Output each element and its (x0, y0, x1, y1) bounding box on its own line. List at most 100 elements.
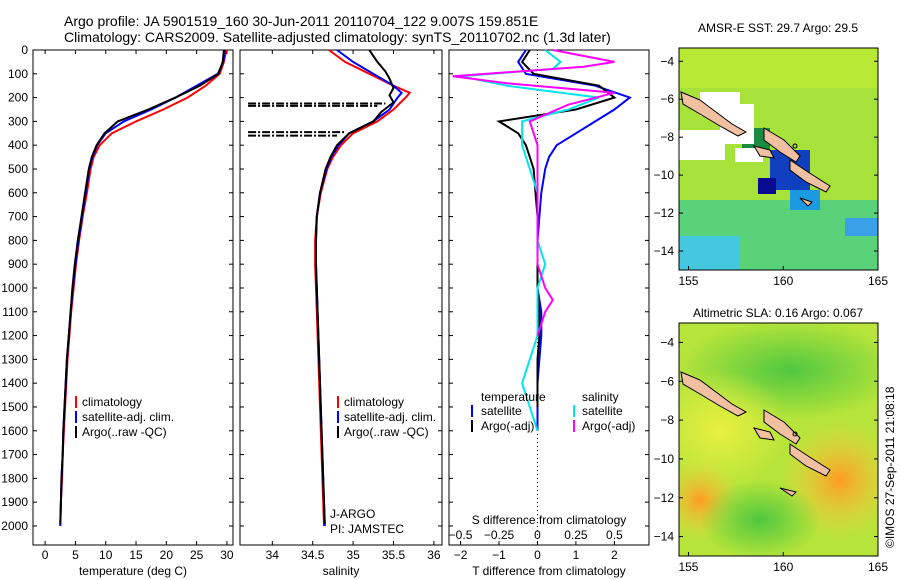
profile-line-s-argo-adj- (452, 49, 615, 336)
temperature-panel-frame (32, 49, 234, 546)
difference-xlabel-top: S difference from climatology (472, 513, 627, 527)
x-tick-label: 5 (72, 548, 79, 562)
legend-label: satellite (582, 404, 623, 418)
y-tick-label: 1800 (1, 471, 28, 485)
y-tick-label: 1600 (1, 424, 28, 438)
legend-title-salinity: salinity (582, 390, 619, 404)
sst-island (763, 127, 801, 163)
temperature-axes: 0100200300400500600700800900100011001200… (1, 43, 234, 562)
difference-profiles (452, 49, 632, 432)
legend-label: satellite (481, 404, 522, 418)
map-y-tick-label: −8 (660, 130, 674, 144)
profile-line-argo-raw-qc- (315, 49, 395, 524)
x-tick-label: −2 (454, 548, 468, 562)
legend-label: climatology (344, 395, 404, 409)
y-tick-label: 400 (8, 138, 28, 152)
map-x-tick-label: 165 (868, 560, 888, 574)
x-tick-label: 0 (534, 548, 541, 562)
y-tick-label: 1400 (1, 376, 28, 390)
x-tick-label-salinity: 0.5 (606, 528, 623, 542)
difference-panel-frame (448, 49, 650, 546)
sla-map-axes: 155 160 165 −4 −6 −8 −10 −12 −14 (654, 335, 889, 574)
x-tick-label: 1 (573, 548, 580, 562)
y-tick-label: 300 (8, 114, 28, 128)
map-y-tick-label: −6 (660, 374, 674, 388)
sst-map-axes: 155 160 165 −4 −6 −8 −10 −12 −14 (654, 54, 889, 288)
legend-label: climatology (82, 395, 142, 409)
difference-legend: temperature salinity satellite Argo(-adj… (471, 390, 635, 433)
y-tick-label: 100 (8, 67, 28, 81)
y-tick-label: 0 (21, 43, 28, 57)
map-y-tick-label: −12 (654, 206, 675, 220)
temperature-legend: climatology satellite-adj. clim. Argo(..… (75, 395, 174, 439)
y-tick-label: 2000 (1, 519, 28, 533)
sst-map-frame (678, 47, 879, 271)
map-x-tick-label: 155 (678, 560, 698, 574)
x-tick-label-salinity: −0.25 (484, 528, 515, 542)
x-tick-label: 35.5 (382, 548, 406, 562)
sst-island (680, 91, 748, 137)
legend-label: Argo(..raw -QC) (82, 425, 167, 439)
x-tick-label: 36 (427, 548, 441, 562)
y-tick-label: 500 (8, 162, 28, 176)
map-x-tick-label: 155 (678, 274, 698, 288)
temperature-xlabel: temperature (deg C) (79, 564, 187, 578)
map-y-tick-label: −4 (660, 335, 674, 349)
sst-island (752, 145, 775, 159)
temperature-profiles (59, 49, 228, 527)
salinity-axes: 34 34.5 35 35.5 36 (240, 49, 442, 562)
x-tick-label: 34 (266, 548, 280, 562)
legend-label: satellite-adj. clim. (344, 410, 436, 424)
sla-low-region (700, 480, 820, 556)
float-pi: PI: JAMSTEC (330, 522, 404, 536)
x-tick-label: 0 (42, 548, 49, 562)
salinity-legend: climatology satellite-adj. clim. Argo(..… (330, 395, 436, 536)
header-line-1: Argo profile: JA 5901519_160 30-Jun-2011… (64, 13, 538, 29)
sla-map-field (679, 323, 878, 556)
sla-island (680, 371, 748, 417)
y-tick-label: 1200 (1, 329, 28, 343)
profile-line-satellite-adj-clim- (315, 49, 403, 527)
legend-label: satellite-adj. clim. (82, 410, 174, 424)
profile-line-argo-raw-qc- (59, 49, 225, 524)
map-x-tick-label: 160 (773, 274, 793, 288)
sla-mid-region (679, 370, 790, 490)
x-tick-label: 30 (220, 548, 234, 562)
profile-line-satellite-adj-clim- (59, 49, 227, 527)
argo-position-marker (792, 431, 798, 437)
legend-label: Argo(..raw -QC) (344, 425, 429, 439)
sst-island (789, 159, 831, 193)
legend-label: Argo(-adj) (481, 419, 534, 433)
y-tick-label: 900 (8, 257, 28, 271)
map-y-tick-label: −6 (660, 92, 674, 106)
y-tick-label: 700 (8, 210, 28, 224)
x-tick-label: 10 (99, 548, 113, 562)
sst-missing-data (679, 130, 725, 160)
x-tick-label: 2 (611, 548, 618, 562)
y-tick-label: 1500 (1, 400, 28, 414)
sst-map-title: AMSR-E SST: 29.7 Argo: 29.5 (698, 21, 858, 35)
y-tick-label: 1000 (1, 281, 28, 295)
profile-line-climatology (314, 49, 412, 527)
y-tick-label: 1100 (2, 305, 28, 319)
sla-map-title: Altimetric SLA: 0.16 Argo: 0.067 (693, 306, 863, 320)
sla-island (763, 409, 801, 445)
y-tick-label: 200 (8, 91, 28, 105)
map-x-tick-label: 160 (773, 560, 793, 574)
y-tick-label: 1300 (1, 352, 28, 366)
profile-line-s-satellite (460, 49, 600, 432)
map-y-tick-label: −10 (654, 452, 675, 466)
header-line-2: Climatology: CARS2009. Satellite-adjuste… (64, 29, 611, 45)
x-tick-label-salinity: 0.25 (564, 528, 588, 542)
x-tick-label-salinity: −0.5 (449, 528, 473, 542)
legend-title-temperature: temperature (481, 390, 546, 404)
map-y-tick-label: −10 (654, 168, 675, 182)
argo-position-marker (792, 143, 798, 149)
sst-southwest-cool (679, 236, 739, 270)
map-x-tick-label: 165 (868, 274, 888, 288)
map-y-tick-label: −14 (654, 530, 675, 544)
sst-map-field (679, 48, 878, 270)
x-tick-label: 35 (346, 548, 360, 562)
